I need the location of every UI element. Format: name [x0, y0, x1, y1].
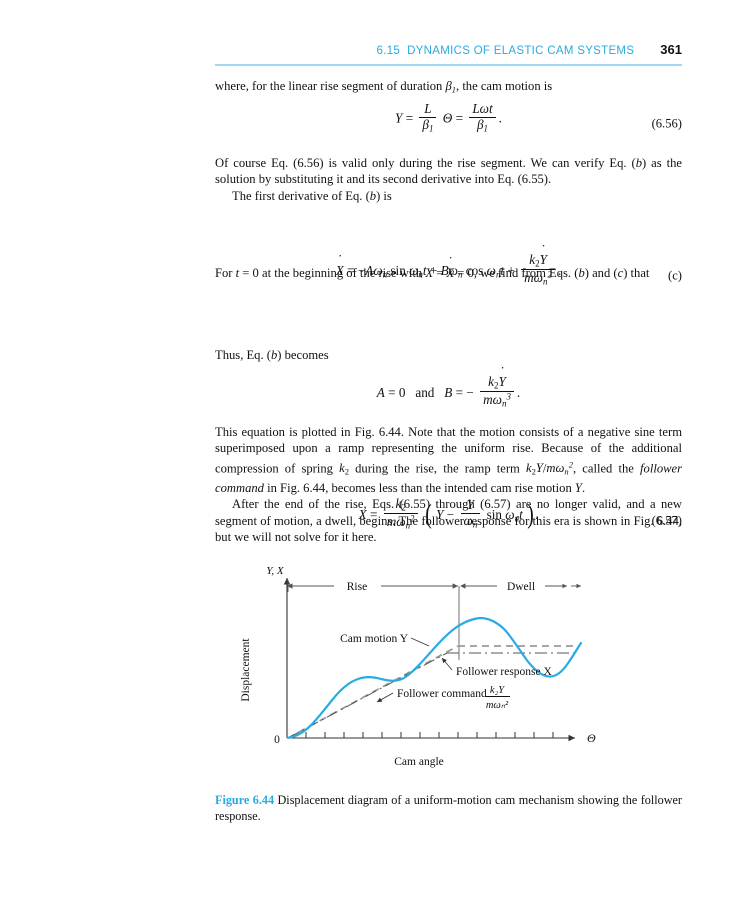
- paragraph-where-linear-rise: where, for the linear rise segment of du…: [215, 79, 553, 95]
- page-number: 361: [660, 42, 682, 57]
- header-section-title: DYNAMICS OF ELASTIC CAM SYSTEMS: [407, 45, 635, 57]
- x-axis-symbol-label: Θ: [587, 731, 596, 745]
- leader-follower-command: [376, 692, 394, 703]
- paragraph-this-equation-plotted: This equation is plotted in Fig. 6.44. N…: [215, 425, 683, 495]
- equation-6-57-number: (6.57): [651, 513, 682, 528]
- x-axis-ticks: [305, 732, 554, 738]
- y-axis-name-label: Displacement: [240, 638, 252, 702]
- running-head: 6.15 DYNAMICS OF ELASTIC CAM SYSTEMS 361: [215, 42, 683, 57]
- equation-6-56-number: (6.56): [651, 116, 682, 131]
- leader-cam-motion: [410, 637, 430, 647]
- annotation-follower-command: Follower command: [397, 688, 487, 700]
- follower-response-curve: [286, 616, 583, 739]
- annotation-cam-motion: Cam motion Y: [340, 633, 409, 645]
- paragraph-thus-eq-b-becomes: Thus, Eq. (b) becomes: [215, 348, 329, 362]
- header-section-number: 6.15: [376, 45, 401, 57]
- follower-command-line: [287, 652, 448, 739]
- header-rule: [215, 64, 682, 66]
- equation-constants-a-b: A = 0 and B = − k2Ymωn3.: [215, 374, 682, 419]
- y-axis-symbol-label: Y, X: [266, 565, 285, 577]
- figure-caption-text: Displacement diagram of a uniform-motion…: [215, 793, 682, 823]
- paragraph-after-end-of-rise: After the end of the rise, Eqs. (6.55) t…: [215, 497, 682, 545]
- segment-label-rise: Rise: [347, 581, 367, 593]
- figure-svg: Y, X 0 Θ Cam angle Displacement Rise Dwe…: [240, 565, 596, 768]
- origin-label: 0: [274, 734, 280, 746]
- figure-caption-label: Figure 6.44: [215, 793, 275, 807]
- leader-follower-response: [441, 657, 453, 671]
- figure-6-44: Y, X 0 Θ Cam angle Displacement Rise Dwe…: [215, 560, 682, 795]
- equation-c-number: (c): [668, 268, 682, 283]
- x-axis-name-label: Cam angle: [394, 756, 444, 768]
- paragraph-for-t-equals-zero: For t = 0 at the beginning of the rise w…: [215, 265, 682, 281]
- equation-constants-body: A = 0 and B = − k2Ymωn3.: [215, 374, 682, 411]
- paragraph-first-derivative: The first derivative of Eq. (b) is: [232, 188, 392, 203]
- equation-c-body: X = −Aωn sin ωnt + Bωn cos ωnt + k2Ymωn2…: [215, 252, 682, 289]
- figure-caption: Figure 6.44 Displacement diagram of a un…: [215, 793, 682, 824]
- paragraph-of-course: Of course Eq. (6.56) is valid only durin…: [215, 156, 682, 187]
- command-expr-numerator: k₂Y: [490, 685, 505, 696]
- annotation-follower-command-expression: k₂Y mωₙ²: [485, 685, 510, 711]
- annotation-follower-response: Follower response X: [456, 666, 553, 678]
- segment-label-dwell: Dwell: [507, 581, 535, 593]
- command-expr-denominator: mωₙ²: [486, 700, 509, 711]
- equation-c: X = −Aωn sin ωnt + Bωn cos ωnt + k2Ymωn2…: [215, 252, 682, 297]
- dimension-rise: [287, 580, 458, 592]
